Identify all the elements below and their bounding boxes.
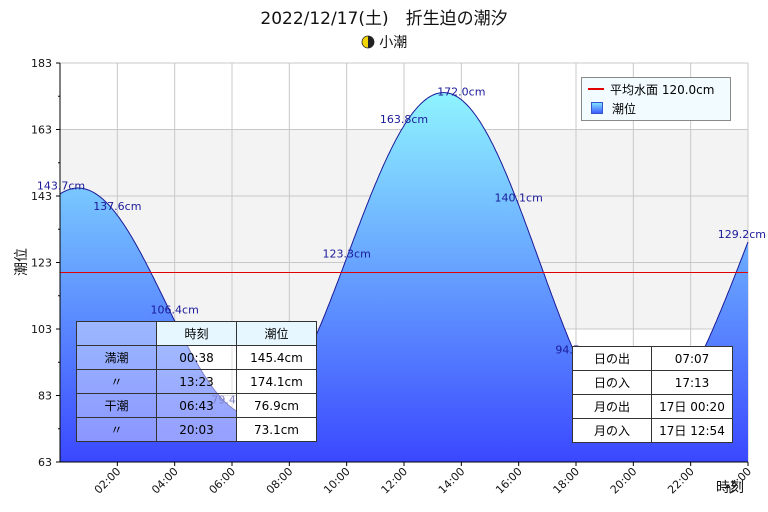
legend-mean: 平均水面 120.0cm — [588, 81, 714, 97]
tide-table: 時刻 潮位 満潮 00:38 145.4cm 〃 13:23 174.1cm 干… — [76, 321, 317, 442]
header-level: 潮位 — [236, 321, 317, 346]
y-tick-label: 163 — [31, 124, 52, 137]
y-tick-label: 183 — [31, 57, 52, 70]
legend-tide-label: 潮位 — [612, 101, 637, 116]
row-value: 17日 00:20 — [651, 394, 733, 419]
header-blank — [76, 321, 157, 346]
point-label: 140.1cm — [495, 192, 543, 205]
moon-phase: 小潮 — [0, 32, 768, 52]
tide-swatch — [591, 102, 603, 114]
x-tick-label: 14:00 — [436, 465, 468, 497]
point-label: 106.4cm — [151, 304, 199, 317]
row-label: 日の出 — [572, 346, 652, 371]
table-row: 〃 20:03 73.1cm — [76, 417, 317, 442]
point-label: 123.3cm — [323, 248, 371, 261]
y-tick-label: 83 — [38, 390, 52, 403]
point-label: 163.8cm — [380, 113, 428, 126]
sun-moon-table: 日の出 07:07 日の入 17:13 月の出 17日 00:20 月の入 17… — [572, 346, 733, 443]
row-label: 月の出 — [572, 394, 652, 419]
x-tick-label: 20:00 — [608, 465, 640, 497]
row-time: 13:23 — [156, 369, 237, 394]
legend: 平均水面 120.0cm 潮位 — [581, 77, 731, 121]
row-value: 17日 12:54 — [651, 418, 733, 443]
row-label: 満潮 — [76, 345, 157, 370]
y-axis-label: 潮位 — [14, 248, 30, 276]
table-row: 満潮 00:38 145.4cm — [76, 345, 317, 370]
table-row: 日の入 17:13 — [572, 370, 733, 395]
moon-phase-label: 小潮 — [379, 35, 408, 51]
row-label: 〃 — [76, 369, 157, 394]
table-row: 干潮 06:43 76.9cm — [76, 393, 317, 418]
row-level: 76.9cm — [236, 393, 317, 418]
x-tick-label: 22:00 — [665, 465, 697, 497]
legend-mean-label: 平均水面 120.0cm — [610, 82, 715, 97]
row-label: 日の入 — [572, 370, 652, 395]
point-label: 172.0cm — [437, 86, 485, 99]
table-row: 〃 13:23 174.1cm — [76, 369, 317, 394]
x-tick-label: 12:00 — [379, 465, 411, 497]
half-moon-icon — [361, 35, 375, 49]
chart-title: 2022/12/17(土) 折生迫の潮汐 — [260, 9, 508, 29]
row-time: 00:38 — [156, 345, 237, 370]
row-level: 174.1cm — [236, 369, 317, 394]
header-time: 時刻 — [156, 321, 237, 346]
tide-table-header: 時刻 潮位 — [76, 321, 317, 346]
row-level: 73.1cm — [236, 417, 317, 442]
row-label: 月の入 — [572, 418, 652, 443]
y-tick-label: 123 — [31, 257, 52, 270]
row-label: 干潮 — [76, 393, 157, 418]
row-time: 20:03 — [156, 417, 237, 442]
point-label: 129.2cm — [718, 228, 766, 241]
x-tick-label: 02:00 — [92, 465, 124, 497]
row-value: 17:13 — [651, 370, 733, 395]
point-label: 137.6cm — [93, 200, 141, 213]
row-value: 07:07 — [651, 346, 733, 371]
x-tick-label: 06:00 — [207, 465, 239, 497]
row-label: 〃 — [76, 417, 157, 442]
legend-tide: 潮位 — [588, 100, 636, 116]
point-label: 143.7cm — [37, 180, 85, 193]
x-tick-label: 10:00 — [321, 465, 353, 497]
mean-swatch — [588, 88, 604, 90]
table-row: 日の出 07:07 — [572, 346, 733, 371]
table-row: 月の出 17日 00:20 — [572, 394, 733, 419]
y-tick-label: 143 — [31, 190, 52, 203]
y-tick-label: 103 — [31, 323, 52, 336]
row-time: 06:43 — [156, 393, 237, 418]
row-level: 145.4cm — [236, 345, 317, 370]
x-axis-label: 時刻 — [716, 480, 744, 496]
y-tick-label: 63 — [38, 456, 52, 469]
x-tick-label: 16:00 — [493, 465, 525, 497]
x-tick-label: 04:00 — [149, 465, 181, 497]
x-tick-label: 18:00 — [551, 465, 583, 497]
x-tick-label: 08:00 — [264, 465, 296, 497]
table-row: 月の入 17日 12:54 — [572, 418, 733, 443]
